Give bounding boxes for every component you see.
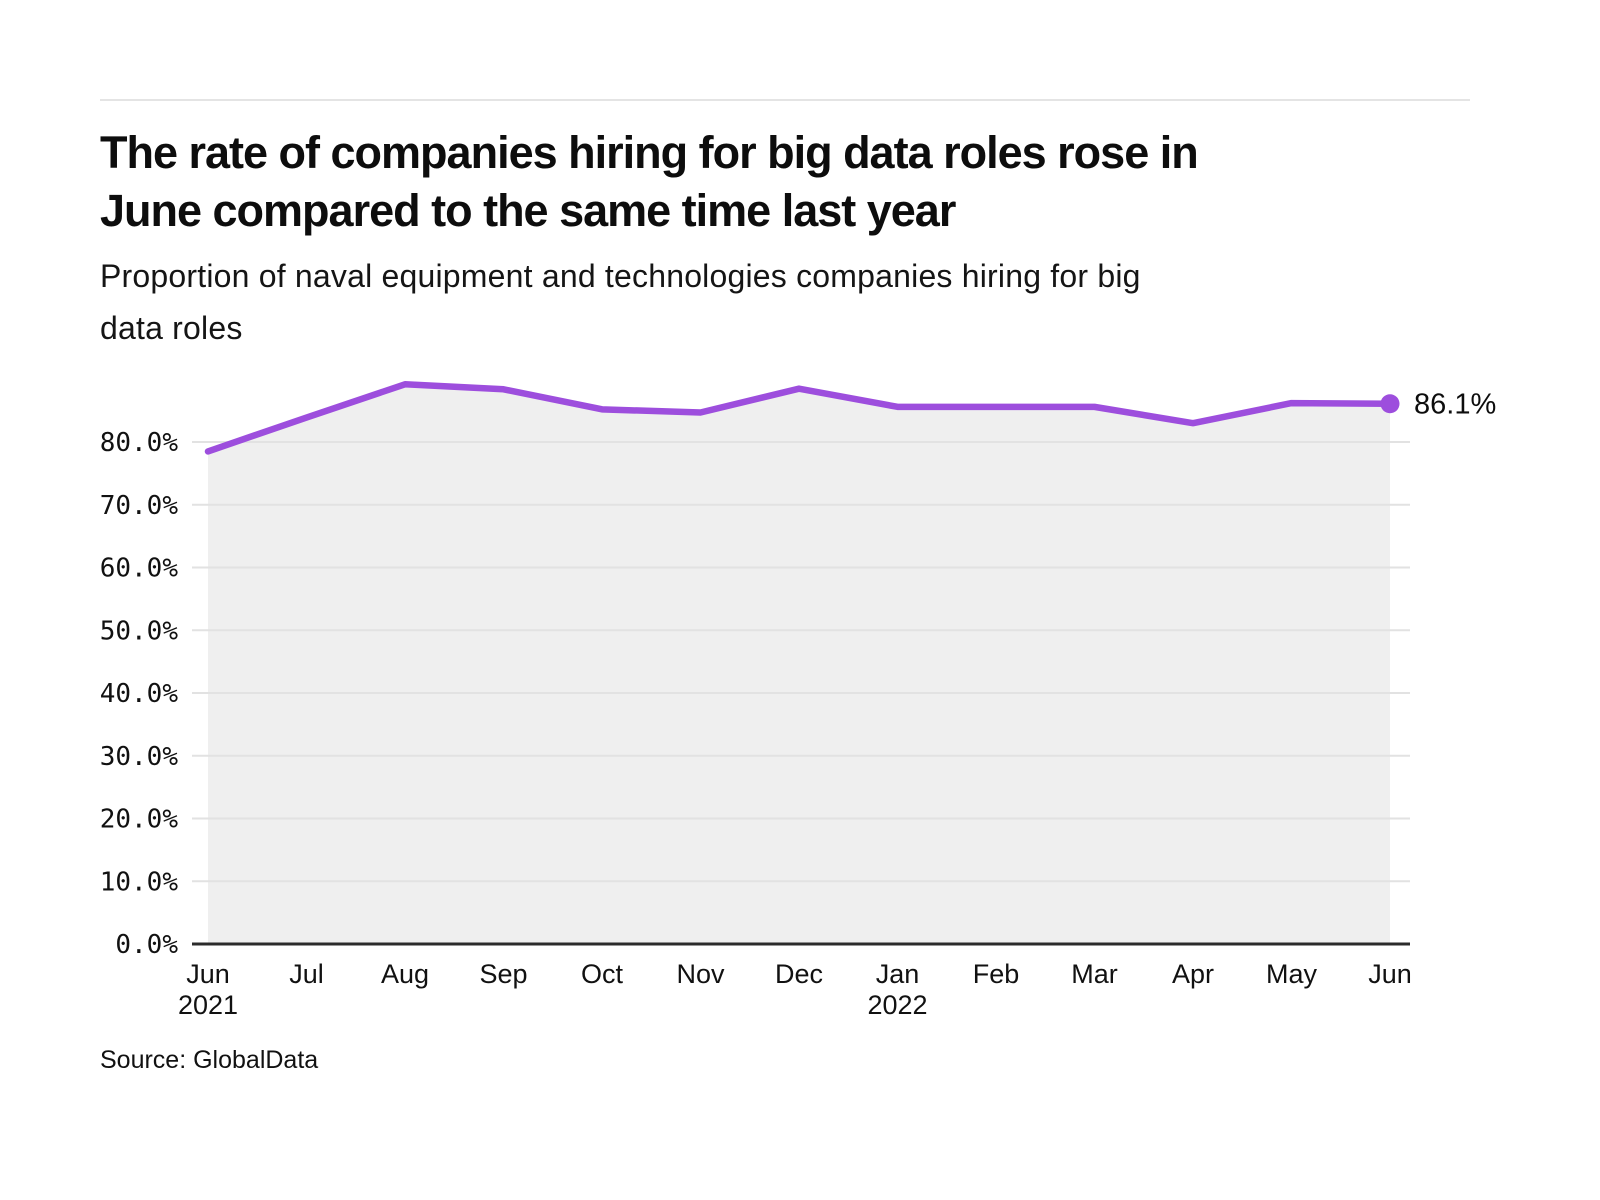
x-tick-label: Sep bbox=[479, 959, 527, 989]
area-fill bbox=[208, 384, 1390, 944]
end-value-label: 86.1% bbox=[1414, 389, 1496, 421]
x-tick-label: Aug bbox=[381, 959, 429, 989]
y-tick-label: 20.0% bbox=[100, 805, 179, 835]
end-point-marker bbox=[1380, 394, 1400, 414]
data-line bbox=[204, 381, 1394, 455]
y-tick-label: 60.0% bbox=[100, 554, 179, 584]
chart-title: The rate of companies hiring for big dat… bbox=[100, 124, 1500, 240]
x-tick-label: Oct bbox=[581, 959, 624, 989]
y-tick-label: 70.0% bbox=[100, 491, 179, 521]
x-tick-label: Jan bbox=[876, 959, 920, 989]
x-tick-year-label: 2021 bbox=[178, 990, 238, 1020]
y-tick-label: 50.0% bbox=[100, 616, 179, 646]
x-tick-label: Dec bbox=[775, 959, 823, 989]
x-tick-label: May bbox=[1266, 959, 1318, 989]
chart-subtitle-line-2: data roles bbox=[100, 310, 243, 346]
x-tick-label: Jun bbox=[1368, 959, 1412, 989]
y-tick-label: 40.0% bbox=[100, 679, 179, 709]
chart-subtitle-line-1: Proportion of naval equipment and techno… bbox=[100, 258, 1141, 294]
y-tick-label: 30.0% bbox=[100, 742, 179, 772]
x-tick-label: Nov bbox=[676, 959, 725, 989]
source-caption: Source: GlobalData bbox=[100, 1046, 319, 1074]
chart-title-line-1: The rate of companies hiring for big dat… bbox=[100, 127, 1199, 178]
x-tick-label: Feb bbox=[973, 959, 1020, 989]
chart-subtitle: Proportion of naval equipment and techno… bbox=[100, 250, 1500, 354]
x-tick-year-label: 2022 bbox=[867, 990, 927, 1020]
x-tick-label: Jun bbox=[186, 959, 230, 989]
top-divider bbox=[100, 99, 1470, 101]
x-tick-label: Jul bbox=[289, 959, 324, 989]
x-tick-label: Mar bbox=[1071, 959, 1118, 989]
chart-title-line-2: June compared to the same time last year bbox=[100, 185, 956, 236]
y-tick-label: 80.0% bbox=[100, 428, 179, 458]
x-tick-label: Apr bbox=[1172, 959, 1214, 989]
y-tick-label: 10.0% bbox=[100, 867, 179, 897]
y-tick-label: 0.0% bbox=[115, 930, 178, 960]
